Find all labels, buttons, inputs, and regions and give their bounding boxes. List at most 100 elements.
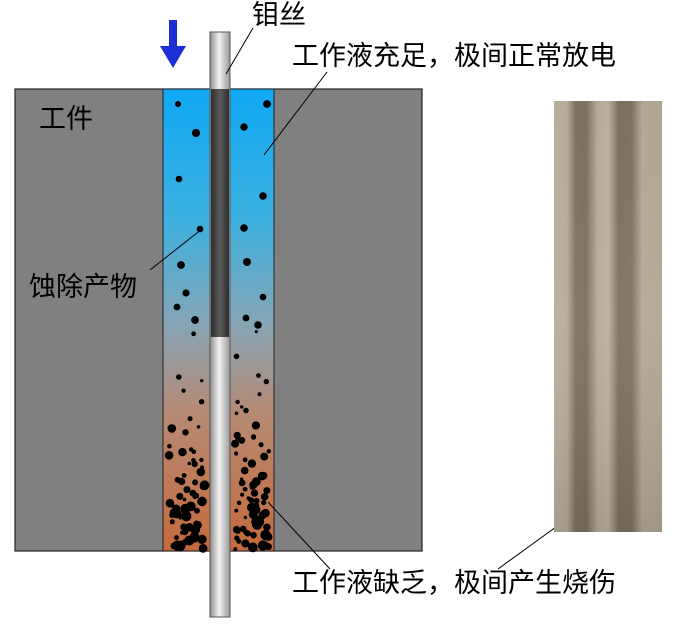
debris-particle	[263, 487, 271, 495]
debris-particle	[169, 512, 175, 518]
debris-particle	[259, 293, 267, 301]
debris-particle	[170, 542, 177, 550]
leader-line-wire	[225, 27, 254, 75]
debris-particle	[233, 547, 238, 552]
debris-particle	[233, 431, 241, 439]
debris-particle	[200, 379, 204, 383]
debris-particle	[234, 451, 239, 456]
debris-particle	[174, 540, 186, 552]
debris-particle	[249, 485, 255, 490]
debris-particle	[197, 534, 207, 544]
debris-particle	[242, 486, 248, 492]
debris-particle	[191, 316, 199, 324]
sufficient-fluid-label: 工作液充足，极间正常放电	[292, 41, 616, 72]
debris-particle	[178, 477, 186, 486]
debris-particle	[234, 508, 239, 513]
debris-particle	[266, 449, 271, 454]
debris-particle	[174, 535, 179, 541]
debris-particle	[258, 442, 264, 448]
debris-particle	[235, 528, 241, 534]
debris-particle	[169, 519, 175, 525]
debris-particle	[234, 411, 239, 416]
debris-particle	[173, 303, 181, 311]
debris-particle	[263, 523, 271, 531]
debris-particle	[193, 507, 200, 514]
debris-particle	[244, 530, 251, 537]
arrow-down-icon	[160, 20, 186, 68]
debris-particle	[172, 510, 181, 519]
debris-particle	[181, 511, 192, 522]
debris-particle	[238, 479, 246, 487]
insufficient-fluid-label: 工作液缺乏，极间产生烧伤	[292, 568, 616, 599]
debris-particle	[177, 261, 185, 269]
leader-line-debris	[149, 228, 203, 271]
debris-particle	[187, 416, 193, 422]
debris-particle	[236, 538, 242, 544]
debris-particle	[257, 392, 262, 397]
debris-particle	[197, 496, 207, 507]
debris-particle	[241, 539, 250, 548]
debris-particle	[263, 378, 269, 385]
debris-particle	[199, 502, 203, 506]
debris-particle	[256, 373, 261, 378]
debris-particle	[257, 471, 267, 481]
debris-particle	[235, 436, 240, 441]
debris-particle	[263, 100, 271, 108]
debris-particle	[180, 530, 184, 535]
debris-particle	[192, 479, 199, 486]
debris-particle	[191, 449, 197, 455]
debris-particle	[196, 467, 206, 477]
debris-particle	[260, 493, 269, 501]
debris-particle	[240, 123, 248, 131]
debris-particle	[199, 457, 204, 463]
debris-particle	[199, 485, 205, 490]
debris-particle	[164, 451, 174, 460]
debris-particle	[254, 321, 262, 329]
debris-particle	[250, 489, 259, 497]
debris-particle	[176, 374, 182, 380]
debris-particle	[178, 516, 182, 520]
debris-particle	[264, 543, 272, 551]
molybdenum-wire-dark-segment	[211, 89, 229, 337]
debris-particle	[243, 407, 249, 414]
workpiece-label: 工件	[39, 104, 93, 135]
debris-particle	[260, 452, 269, 461]
debris-particle	[191, 128, 201, 138]
debris-particle	[259, 192, 267, 200]
debris-particle	[196, 225, 204, 233]
debris-particle	[238, 436, 246, 444]
leader-line-insufficient	[267, 501, 331, 570]
debris-particle	[187, 461, 192, 466]
debris-particle	[182, 289, 190, 297]
debris-particle	[240, 492, 245, 497]
debris-particle	[167, 443, 172, 449]
debris-particle	[261, 500, 267, 506]
debris-particle	[181, 473, 187, 478]
debris-particle	[184, 488, 189, 494]
leader-line-sample	[497, 523, 561, 570]
debris-particle	[191, 461, 198, 468]
debris-particle	[248, 497, 255, 504]
debris-particle	[243, 258, 251, 266]
debris-particle	[240, 405, 244, 409]
debris-particle	[198, 544, 208, 553]
debris-particles	[164, 100, 273, 553]
debris-particle	[252, 519, 263, 530]
debris-particle	[198, 399, 205, 405]
debris-particle	[247, 459, 257, 468]
debris-particle	[251, 421, 260, 430]
debris-particle	[254, 330, 258, 334]
debris-particle	[167, 424, 177, 433]
debris-particle	[242, 314, 250, 322]
debris-particle	[178, 448, 187, 457]
debris-particle	[250, 434, 257, 440]
debris-particle	[250, 531, 257, 539]
debris-particle	[264, 532, 273, 541]
debris-particle	[247, 542, 258, 553]
debris-particle	[175, 101, 181, 107]
debris-particle	[233, 353, 240, 360]
debris-particle	[176, 492, 184, 500]
debris-particle	[182, 497, 187, 502]
